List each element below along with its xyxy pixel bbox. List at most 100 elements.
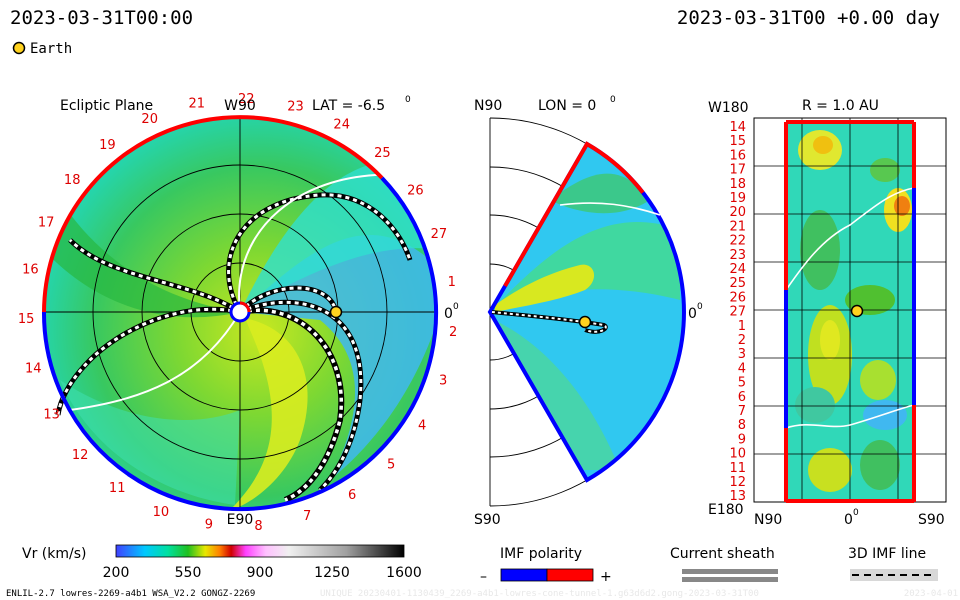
shell-top-label: W180 xyxy=(708,100,749,116)
ecliptic-day-label: 24 xyxy=(333,118,350,133)
ecliptic-day-label: 8 xyxy=(254,519,262,534)
shell-day-label: 27 xyxy=(729,305,746,320)
ecliptic-day-label: 27 xyxy=(431,227,448,242)
ecliptic-day-label: 6 xyxy=(348,488,356,503)
ecliptic-day-label: 25 xyxy=(374,146,391,161)
ecliptic-day-label: 10 xyxy=(153,505,170,520)
colorbar-tick-label: 200 xyxy=(103,565,130,581)
shell-r-label: R = 1.0 AU xyxy=(802,98,879,114)
earth-legend-label: Earth xyxy=(30,41,72,57)
colorbar: Vr (km/s) 200 550 900 1250 1600 xyxy=(22,544,422,581)
shell-day-label: 16 xyxy=(729,148,746,163)
imf-negative-swatch xyxy=(500,568,548,582)
shell-day-label: 18 xyxy=(729,177,746,192)
ecliptic-day-label: 12 xyxy=(72,448,89,463)
meridional-panel: N90 LON = 0 0 S90 0 0 xyxy=(474,95,703,528)
footer-date: 2023-04-01 xyxy=(904,589,958,599)
imf-line-legend: 3D IMF line xyxy=(848,546,938,581)
ecliptic-cyan-lower xyxy=(60,380,240,505)
spiral-dashed-6 xyxy=(238,285,339,314)
shell-bottom-n: N90 xyxy=(754,512,782,528)
ecliptic-lat-degree: 0 xyxy=(405,95,411,105)
shell-day-label: 8 xyxy=(738,418,746,433)
ecliptic-day-label: 26 xyxy=(407,183,424,198)
meridional-lon-label: LON = 0 xyxy=(538,98,596,114)
shell-day-label: 24 xyxy=(729,262,746,277)
meridional-yellow-tongue xyxy=(495,264,595,312)
meridional-right-degree: 0 xyxy=(697,302,703,312)
ecliptic-cyan-region xyxy=(240,160,436,312)
earth-marker-shell xyxy=(850,304,864,318)
shell-day-label: 4 xyxy=(738,361,746,376)
imf-polarity-title: IMF polarity xyxy=(500,546,582,562)
shell-day-labels: 1415161718192021222324252627123456789101… xyxy=(729,120,746,504)
meridional-bottom-label: S90 xyxy=(474,512,501,528)
colorbar-tick-label: 900 xyxy=(247,565,274,581)
earth-marker-ecliptic xyxy=(329,305,343,319)
shell-bottom-left: E180 xyxy=(708,502,744,518)
ecliptic-day-label: 21 xyxy=(189,96,206,111)
current-sheath-line xyxy=(238,173,401,313)
shell-day-label: 20 xyxy=(729,205,746,220)
shell-bottom-mid: 0 xyxy=(844,512,853,528)
current-sheath-line-2 xyxy=(69,311,241,411)
current-sheath-swatch-top xyxy=(682,569,778,574)
shell-day-label: 19 xyxy=(729,191,746,206)
ecliptic-day-label: 2 xyxy=(449,325,457,340)
colorbar-gradient xyxy=(115,544,405,558)
shell-sheath-line-upper xyxy=(785,187,915,291)
shell-day-label: 2 xyxy=(738,333,746,348)
current-sheath-title: Current sheath xyxy=(670,546,775,562)
shell-day-label: 26 xyxy=(729,290,746,305)
footer-model: ENLIL-2.7 lowres-2269-a4b1 WSA_V2.2 GONG… xyxy=(6,589,255,599)
colorbar-tick-label: 1250 xyxy=(314,565,350,581)
ecliptic-green-arm xyxy=(44,200,240,318)
shell-day-label: 11 xyxy=(729,461,746,476)
earth-legend-marker xyxy=(12,41,26,55)
ecliptic-day-label: 16 xyxy=(22,263,39,278)
footer-run-id: UNIQUE 20230401-1130439_2269-a4b1-lowres… xyxy=(320,589,759,599)
ecliptic-day-label: 3 xyxy=(439,373,447,388)
shell-day-label: 23 xyxy=(729,248,746,263)
ecliptic-day-label: 9 xyxy=(205,518,213,533)
meridional-lower-green xyxy=(490,318,620,470)
ecliptic-right-degree: 0 xyxy=(453,302,459,312)
ecliptic-day-label: 23 xyxy=(287,99,304,114)
imf-positive-swatch xyxy=(546,568,594,582)
shell-day-label: 6 xyxy=(738,390,746,405)
ecliptic-slow-stream-yellow xyxy=(230,318,308,508)
header-right-time: 2023-03-31T00 +0.00 day xyxy=(677,7,940,29)
shell-day-label: 7 xyxy=(738,404,746,419)
ecliptic-day-label: 19 xyxy=(99,138,116,153)
colorbar-tick-label: 1600 xyxy=(386,565,422,581)
spiral-dashed-3 xyxy=(68,238,242,315)
meridional-top-label: N90 xyxy=(474,98,502,114)
header-left-time: 2023-03-31T00:00 xyxy=(10,7,193,29)
meridional-sheath-line xyxy=(559,202,661,216)
shell-day-label: 17 xyxy=(729,163,746,178)
imf-plus-label: + xyxy=(600,569,612,585)
shell-day-label: 12 xyxy=(729,475,746,490)
earth-marker-meridional xyxy=(578,315,592,329)
ecliptic-day-label: 1 xyxy=(448,275,456,290)
colorbar-label: Vr (km/s) xyxy=(22,546,86,562)
shell-day-label: 9 xyxy=(738,432,746,447)
shell-sheath-line-lower xyxy=(785,404,915,429)
ecliptic-right-label: 0 xyxy=(444,306,453,322)
ecliptic-day-label: 22 xyxy=(238,92,255,107)
shell-day-label: 10 xyxy=(729,447,746,462)
colorbar-ticks: 200 550 900 1250 1600 xyxy=(103,565,422,581)
ecliptic-day-label: 5 xyxy=(387,457,395,472)
ecliptic-lat-label: LAT = -6.5 xyxy=(312,98,385,114)
ecliptic-day-label: 15 xyxy=(18,312,35,327)
shell-bottom-s: S90 xyxy=(918,512,945,528)
ecliptic-day-label: 11 xyxy=(109,481,126,496)
ecliptic-title: Ecliptic Plane xyxy=(60,98,153,114)
imf-polarity-legend: IMF polarity – + xyxy=(480,546,612,585)
ecliptic-day-label: 17 xyxy=(38,215,55,230)
shell-wind-patterns xyxy=(795,130,912,492)
current-sheath-swatch-bottom xyxy=(682,577,778,582)
